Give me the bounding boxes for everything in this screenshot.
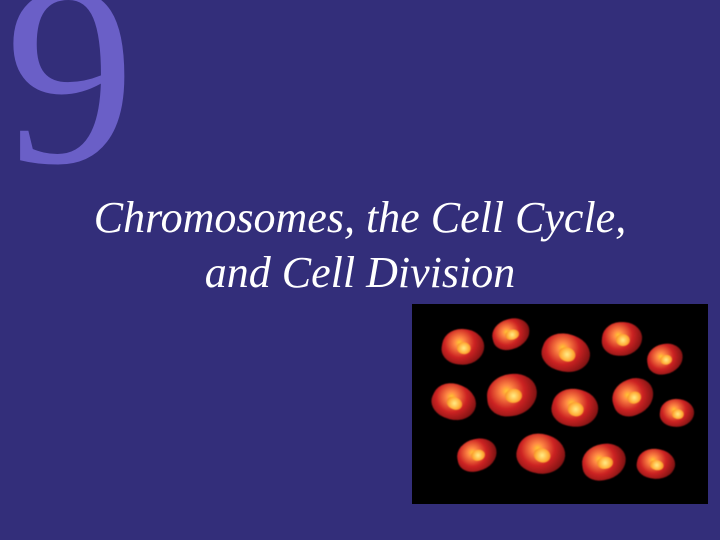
cell-nucleus — [504, 388, 523, 404]
cell — [658, 397, 696, 429]
cell-nucleus — [532, 446, 552, 465]
cell-nucleus — [445, 394, 464, 412]
cell-nucleus — [597, 455, 614, 470]
cell — [512, 428, 570, 481]
cell — [548, 384, 602, 433]
cell-nucleus — [557, 345, 577, 363]
cell — [580, 441, 629, 483]
cell — [607, 373, 659, 421]
cell-nucleus — [615, 333, 630, 346]
cell — [439, 326, 487, 369]
cell — [634, 445, 677, 482]
cell — [537, 327, 595, 379]
cell-microscopy-image — [412, 304, 708, 504]
cell-nucleus — [659, 353, 673, 366]
cell — [426, 376, 481, 427]
slide-title: Chromosomes, the Cell Cycle, and Cell Di… — [0, 190, 720, 300]
cell-nucleus — [566, 401, 585, 418]
cell — [454, 435, 500, 475]
cell-nucleus — [470, 449, 486, 463]
cell — [489, 315, 533, 354]
cell — [601, 320, 644, 357]
cell-nucleus — [456, 341, 473, 356]
cell-nucleus — [504, 328, 520, 342]
chapter-number: 9 — [5, 0, 135, 205]
title-line-1: Chromosomes, the Cell Cycle, — [94, 193, 626, 242]
cell — [485, 372, 538, 418]
title-line-2: and Cell Division — [205, 248, 515, 297]
slide: 9 Chromosomes, the Cell Cycle, and Cell … — [0, 0, 720, 540]
cell-nucleus — [625, 389, 643, 406]
cell — [645, 341, 686, 377]
cell-nucleus — [671, 408, 684, 419]
cell-nucleus — [649, 458, 664, 471]
